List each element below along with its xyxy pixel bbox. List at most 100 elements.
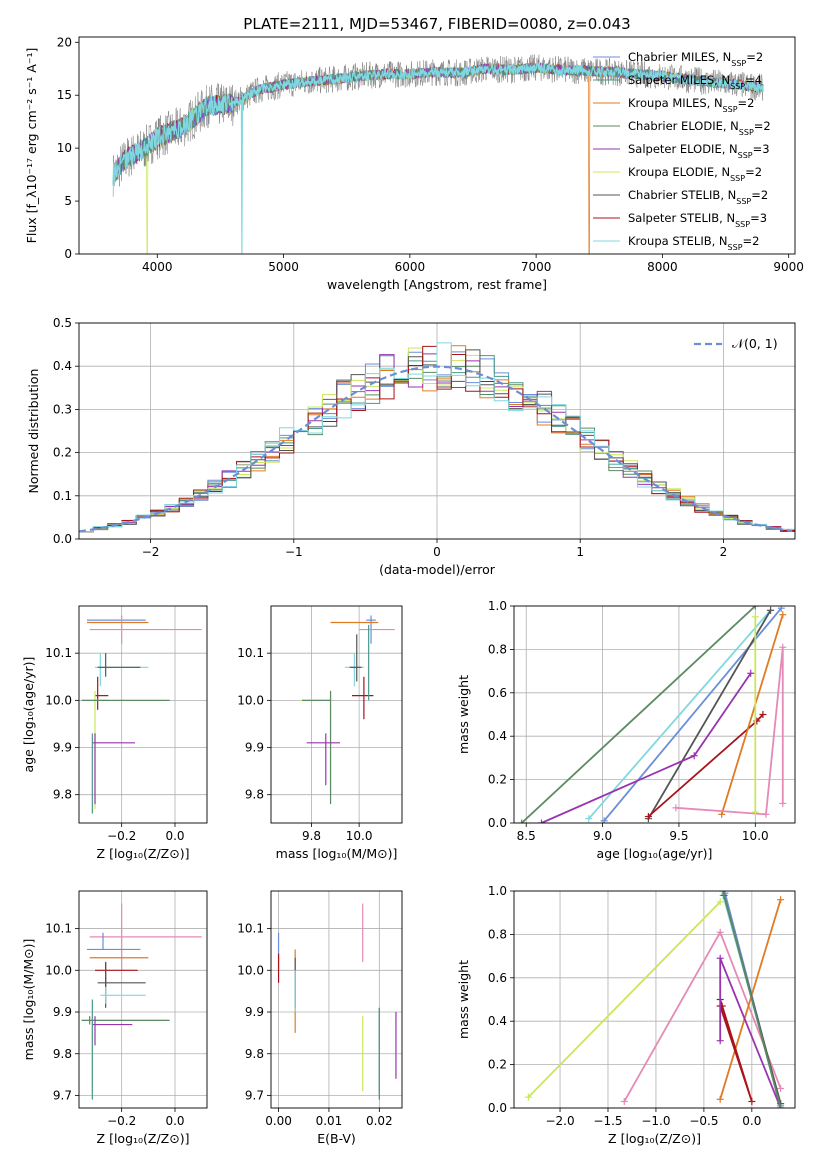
- y-tick-label: 0.0: [53, 532, 72, 546]
- series-line: [719, 999, 753, 1102]
- x-tick-label: 2: [720, 545, 728, 559]
- chart-mass-vs-z: −0.2 0.0 9.7 9.8 9.9 10.0 10.1 Z [log₁₀(Z/Z⊙)] m…: [21, 890, 208, 1146]
- y-tick-label: 15: [57, 88, 72, 102]
- x-tick-label: 9.8: [302, 829, 321, 843]
- y-tick-label: 10.1: [237, 646, 264, 660]
- x-tick-label: 0: [433, 545, 441, 559]
- y-tick-label: 0.8: [488, 927, 507, 941]
- y-tick-label: 0: [64, 247, 72, 261]
- x-tick-label: −0.2: [107, 829, 136, 843]
- x-tick-label: 0.0: [742, 1114, 761, 1128]
- x-tick-label: −1.5: [593, 1114, 622, 1128]
- y-tick-label: 0.4: [488, 1014, 507, 1028]
- x-tick-label: 6000: [395, 260, 426, 274]
- x-axis-label: Z [log₁₀(Z/Z⊙)]: [97, 1131, 190, 1146]
- x-axis-label: (data-model)/error: [379, 562, 496, 577]
- legend-entry: Kroupa ELODIE, NSSP=2: [628, 165, 762, 183]
- plot-area: [277, 903, 397, 1100]
- chart-spectrum: Chabrier MILES, NSSP=2 Salpeter MILES, NS…: [24, 35, 804, 292]
- y-tick-label: 0.0: [488, 816, 507, 830]
- x-tick-label: 0.02: [366, 1114, 393, 1128]
- y-tick-label: 9.8: [245, 1047, 264, 1061]
- x-tick-label: −2: [142, 545, 160, 559]
- plot-frame: [78, 36, 796, 255]
- chart-age-vs-z: −0.2 0.0 9.8 9.9 10.0 10.1 Z [log₁₀(Z/Z⊙)] age …: [21, 605, 208, 861]
- y-tick-label: 0.8: [488, 642, 507, 656]
- plot-frame: [513, 605, 796, 824]
- plot-area: [81, 615, 202, 814]
- spectrum-model-kroupa_elodie: [112, 62, 764, 254]
- plot-frame: [270, 890, 403, 1109]
- x-tick-label: −0.2: [107, 1114, 136, 1128]
- legend-entry: Salpeter ELODIE, NSSP=3: [628, 142, 770, 160]
- chart-age-vs-mass: 9.8 10.0 9.8 9.9 10.0 10.1 mass [log₁₀(M/M⊙)]: [237, 605, 403, 861]
- y-tick-label: 9.9: [245, 741, 264, 755]
- x-tick-label: 7000: [521, 260, 552, 274]
- y-tick-label: 0.6: [488, 686, 507, 700]
- chart-mass-vs-ebv: 0.00 0.01 0.02 9.7 9.8 9.9 10.0 10.1 E(B-V): [237, 890, 403, 1146]
- y-tick-label: 10: [57, 141, 72, 155]
- x-axis-label: age [log₁₀(age/yr)]: [597, 846, 713, 861]
- legend-entry: Chabrier ELODIE, NSSP=2: [628, 119, 771, 137]
- y-tick-label: 9.9: [53, 1005, 72, 1019]
- x-tick-label: −1: [285, 545, 303, 559]
- y-tick-label: 0.5: [53, 316, 72, 330]
- x-tick-label: 10.0: [742, 829, 769, 843]
- y-tick-label: 5: [64, 194, 72, 208]
- chart-mass-weight-vs-z: −2.0 −1.5 −1.0 −0.5 0.0 0.0 0.2 0.4 0.6 0.8 1.0 Z […: [456, 884, 796, 1146]
- x-axis-label: mass [log₁₀(M/M⊙)]: [276, 846, 398, 861]
- x-tick-label: 0.01: [316, 1114, 343, 1128]
- y-tick-label: 10.0: [237, 963, 264, 977]
- series-line: [722, 891, 782, 1108]
- y-axis-label: mass [log₁₀(M/M⊙)]: [21, 939, 36, 1061]
- plot-area: [299, 615, 395, 805]
- normal-curve: [79, 365, 793, 533]
- x-tick-label: 0.0: [165, 1114, 184, 1128]
- y-tick-label: 9.8: [245, 788, 264, 802]
- y-tick-label: 10.1: [45, 646, 72, 660]
- y-axis-label: mass weight: [456, 960, 471, 1039]
- legend-entry: 𝒩(0, 1): [732, 336, 778, 351]
- y-axis-label: age [log₁₀(age/yr)]: [21, 657, 36, 773]
- legend-entry: Chabrier MILES, NSSP=2: [628, 50, 763, 68]
- page-title: PLATE=2111, MJD=53467, FIBERID=0080, z=0…: [243, 15, 630, 33]
- x-tick-label: −1.0: [641, 1114, 670, 1128]
- plot-area: [112, 54, 764, 254]
- y-tick-label: 0.2: [488, 773, 507, 787]
- plot-frame: [78, 605, 208, 824]
- y-tick-label: 1.0: [488, 599, 507, 613]
- series-line: [521, 606, 756, 823]
- x-tick-label: −2.0: [545, 1114, 574, 1128]
- plot-area: [81, 903, 202, 1100]
- y-tick-label: 9.7: [245, 1088, 264, 1102]
- legend: Chabrier MILES, NSSP=2 Salpeter MILES, NS…: [593, 50, 771, 252]
- x-tick-label: 8.5: [517, 829, 536, 843]
- x-axis-label: Z [log₁₀(Z/Z⊙)]: [608, 1131, 701, 1146]
- x-tick-label: 9.5: [669, 829, 688, 843]
- y-tick-label: 0.0: [488, 1101, 507, 1115]
- y-axis-label: mass weight: [456, 675, 471, 754]
- legend-entry: Chabrier STELIB, NSSP=2: [628, 188, 768, 206]
- y-tick-label: 10.0: [237, 693, 264, 707]
- legend-entry: Salpeter MILES, NSSP=4: [628, 73, 762, 91]
- spectrum-model-kroupa_stelib: [112, 61, 764, 254]
- y-tick-label: 0.2: [488, 1058, 507, 1072]
- x-tick-label: 1: [576, 545, 584, 559]
- y-tick-label: 9.7: [53, 1088, 72, 1102]
- plot-frame: [78, 890, 208, 1109]
- series-line: [541, 672, 752, 823]
- y-tick-label: 9.8: [53, 788, 72, 802]
- series-line: [720, 614, 784, 815]
- y-tick-label: 9.9: [53, 741, 72, 755]
- y-tick-label: 10.0: [45, 963, 72, 977]
- legend-entry: Kroupa STELIB, NSSP=2: [628, 234, 759, 252]
- plot-area: [79, 342, 795, 533]
- y-tick-label: 1.0: [488, 884, 507, 898]
- plot-frame: [270, 605, 403, 824]
- legend-entry: Kroupa MILES, NSSP=2: [628, 96, 754, 114]
- spectrum-model-kroupa_miles: [112, 62, 764, 254]
- y-tick-label: 10.1: [45, 922, 72, 936]
- y-tick-label: 10.1: [237, 922, 264, 936]
- chart-mass-weight-vs-age: 8.5 9.0 9.5 10.0 0.0 0.2 0.4 0.6 0.8 1.0 age [log₁…: [456, 599, 796, 861]
